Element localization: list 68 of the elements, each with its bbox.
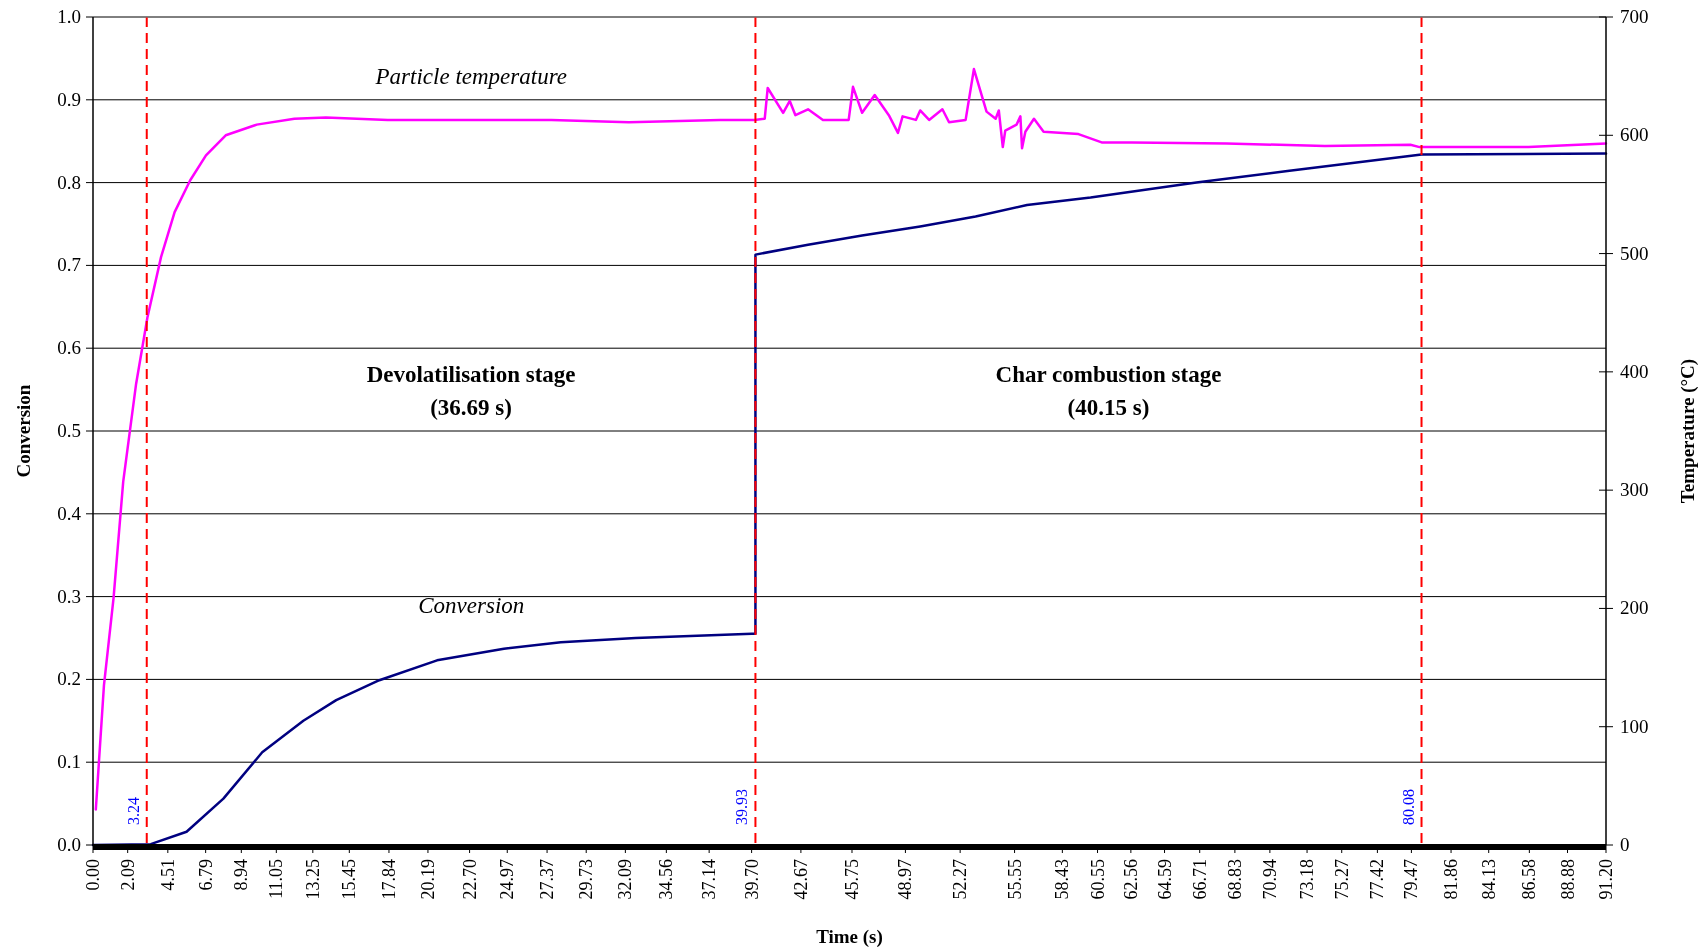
- x-tick-label: 29.73: [576, 859, 597, 900]
- ref-line-label: 39.93: [733, 789, 751, 825]
- y-tick-label: 0.6: [57, 337, 81, 359]
- x-tick-label: 34.56: [656, 859, 677, 900]
- x-tick-label: 45.75: [841, 859, 862, 900]
- x-tick-label: 55.55: [1004, 859, 1025, 900]
- x-tick-label: 86.58: [1519, 859, 1540, 900]
- x-tick-label: 77.42: [1367, 859, 1388, 900]
- x-tick-label: 62.56: [1120, 859, 1141, 900]
- y2-tick-label: 500: [1620, 242, 1649, 264]
- x-tick-label: 48.97: [895, 859, 916, 900]
- x-tick-label: 68.83: [1224, 859, 1245, 900]
- y-tick-label: 0.3: [57, 585, 81, 607]
- x-tick-label: 58.43: [1052, 859, 1073, 900]
- annotation: Char combustion stage (40.15 s): [995, 361, 1222, 420]
- x-tick-label: 15.45: [339, 859, 360, 900]
- x-tick-label: 39.70: [741, 859, 762, 900]
- x-tick-label: 84.13: [1478, 859, 1499, 900]
- y2-tick-label: 400: [1620, 360, 1649, 382]
- y-tick-label: 1.0: [57, 6, 81, 27]
- x-tick-label: 13.25: [302, 859, 323, 900]
- x-tick-label: 70.94: [1259, 859, 1280, 900]
- x-tick-label: 91.20: [1596, 859, 1616, 900]
- y-tick-label: 0.2: [57, 668, 81, 690]
- x-tick-label: 37.14: [699, 859, 720, 900]
- y-tick-label: 0.9: [57, 88, 81, 110]
- x-tick-label: 81.86: [1441, 859, 1462, 900]
- y-tick-label: 0.8: [57, 171, 81, 193]
- series-label: Particle temperature: [374, 63, 567, 89]
- y2-tick-label: 100: [1620, 715, 1649, 737]
- x-tick-label: 2.09: [117, 859, 138, 891]
- y2-axis-title: Temperature (°C): [1677, 358, 1699, 504]
- x-tick-label: 24.97: [497, 859, 518, 900]
- x-tick-label: 22.70: [459, 859, 480, 900]
- x-tick-label: 42.67: [790, 859, 811, 900]
- y-tick-label: 0.4: [57, 502, 82, 524]
- x-tick-label: 20.19: [417, 859, 438, 900]
- y2-tick-label: 0: [1620, 834, 1630, 855]
- x-tick-label: 17.84: [378, 859, 399, 900]
- y2-tick-label: 200: [1620, 597, 1649, 619]
- x-tick-label: 8.94: [231, 859, 252, 891]
- y-tick-label: 0.7: [57, 254, 81, 276]
- x-tick-label: 73.18: [1297, 859, 1318, 900]
- y2-tick-label: 600: [1620, 124, 1649, 146]
- x-tick-label: 64.59: [1154, 859, 1175, 900]
- y2-tick-label: 700: [1620, 6, 1649, 27]
- y2-tick-label: 300: [1620, 479, 1649, 501]
- y-tick-label: 0.1: [57, 751, 81, 773]
- x-tick-label: 66.71: [1189, 859, 1210, 900]
- ref-line-label: 3.24: [124, 797, 142, 825]
- x-tick-label: 60.55: [1087, 859, 1108, 900]
- x-tick-label: 6.79: [195, 859, 216, 891]
- x-tick-label: 52.27: [950, 859, 971, 900]
- y-tick-label: 0.5: [57, 420, 81, 441]
- x-tick-label: 27.37: [537, 859, 558, 900]
- series-label: Conversion: [418, 592, 525, 618]
- x-tick-label: 88.88: [1557, 859, 1578, 900]
- x-tick-label: 4.51: [157, 859, 178, 891]
- x-tick-label: 32.09: [615, 859, 636, 900]
- annotation: Devolatilisation stage (36.69 s): [366, 361, 576, 420]
- x-tick-label: 0.00: [83, 859, 103, 891]
- ref-line-label: 80.08: [1399, 789, 1417, 825]
- y-tick-label: 0.0: [57, 834, 81, 855]
- x-tick-label: 75.27: [1331, 859, 1352, 900]
- x-tick-label: 11.05: [266, 859, 287, 899]
- y-axis-title: Conversion: [13, 384, 34, 478]
- x-tick-label: 79.47: [1401, 859, 1422, 900]
- x-axis-title: Time (s): [816, 926, 883, 948]
